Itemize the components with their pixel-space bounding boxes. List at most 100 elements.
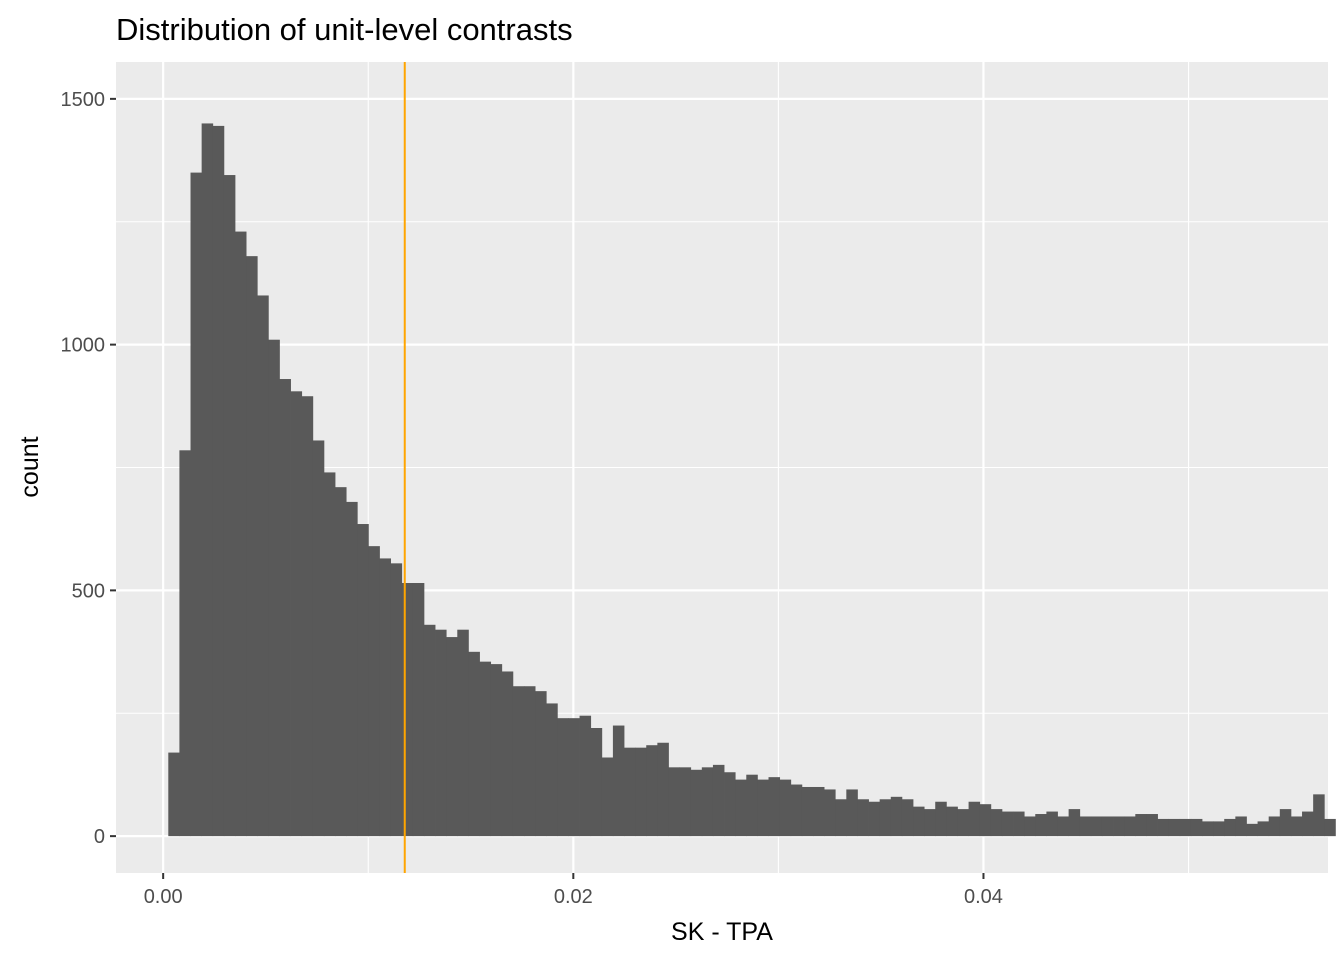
histogram-bar bbox=[312, 440, 325, 837]
histogram-bar bbox=[257, 295, 269, 837]
histogram-bar bbox=[368, 546, 380, 837]
histogram-bar bbox=[357, 524, 369, 837]
histogram-bar bbox=[523, 686, 536, 837]
histogram-bar bbox=[1168, 818, 1181, 837]
histogram-bar bbox=[935, 801, 947, 837]
histogram-bar bbox=[946, 806, 958, 837]
histogram-bar bbox=[335, 487, 347, 837]
histogram-bar bbox=[1157, 818, 1170, 837]
histogram-bar bbox=[1057, 816, 1070, 837]
histogram-bar bbox=[1213, 821, 1225, 837]
histogram-bar bbox=[1290, 816, 1303, 837]
histogram-bar bbox=[757, 779, 769, 837]
histogram-bar bbox=[435, 629, 447, 837]
histogram-bar bbox=[234, 231, 247, 837]
histogram-bar bbox=[468, 651, 480, 837]
histogram-bar bbox=[979, 804, 992, 837]
y-tick-label: 0 bbox=[94, 826, 105, 848]
histogram-bar bbox=[268, 339, 280, 837]
histogram-bar bbox=[1224, 818, 1236, 837]
histogram-bar bbox=[824, 789, 836, 837]
histogram-bar bbox=[657, 742, 669, 837]
histogram-bar bbox=[490, 664, 503, 837]
histogram-bar bbox=[1235, 816, 1247, 837]
histogram-bar bbox=[401, 583, 414, 837]
histogram-bar bbox=[890, 796, 903, 837]
y-tick-label: 1500 bbox=[61, 89, 106, 111]
histogram-bar bbox=[246, 256, 258, 837]
histogram-bar bbox=[423, 624, 436, 837]
histogram-bar bbox=[924, 809, 936, 837]
histogram-bar bbox=[1268, 816, 1281, 837]
histogram-bar bbox=[679, 767, 692, 837]
y-axis: 0 500 1000 1500 bbox=[61, 89, 116, 848]
histogram-bar bbox=[1279, 809, 1292, 837]
histogram-bar bbox=[290, 391, 303, 837]
x-tick-label: 0.02 bbox=[554, 886, 593, 908]
histogram-bar bbox=[323, 472, 336, 837]
histogram-bar bbox=[190, 172, 203, 837]
histogram-bar bbox=[779, 779, 792, 837]
histogram-bar bbox=[668, 767, 680, 837]
x-axis: 0.00 0.02 0.04 bbox=[144, 873, 1003, 908]
histogram-bar bbox=[768, 777, 781, 837]
histogram-bar bbox=[168, 752, 180, 837]
histogram-bar bbox=[568, 718, 580, 837]
histogram-bar bbox=[990, 809, 1003, 837]
histogram-bar bbox=[1257, 821, 1270, 837]
histogram-bar bbox=[812, 786, 825, 837]
histogram-bar bbox=[1001, 811, 1014, 837]
histogram-bar bbox=[646, 745, 658, 837]
histogram-bar bbox=[590, 728, 603, 837]
histogram-bar bbox=[1135, 814, 1147, 837]
histogram-bar bbox=[746, 774, 758, 837]
histogram-bar bbox=[201, 123, 214, 837]
histogram-bar bbox=[301, 396, 314, 837]
histogram-bar bbox=[601, 757, 614, 837]
histogram-bar bbox=[690, 769, 703, 837]
histogram-bar bbox=[1146, 814, 1158, 837]
histogram-bar bbox=[957, 809, 969, 837]
histogram-bar bbox=[790, 784, 803, 837]
x-tick-label: 0.04 bbox=[964, 886, 1003, 908]
histogram-bar bbox=[1246, 823, 1258, 837]
histogram-bar bbox=[212, 125, 225, 837]
histogram-bar bbox=[1079, 816, 1092, 837]
histogram-bar bbox=[735, 779, 747, 837]
histogram-bar bbox=[546, 703, 558, 837]
histogram-bar bbox=[412, 583, 425, 837]
histogram-bar bbox=[1068, 809, 1081, 837]
histogram-bar bbox=[879, 799, 892, 837]
histogram-bar bbox=[557, 718, 569, 837]
histogram-bar bbox=[1313, 794, 1325, 837]
histogram-bar bbox=[1013, 811, 1025, 837]
histogram-bar bbox=[901, 799, 914, 837]
histogram-bar bbox=[1124, 816, 1136, 837]
histogram-bar bbox=[1035, 814, 1047, 837]
histogram-bar bbox=[1324, 818, 1336, 837]
histogram-bar bbox=[179, 450, 191, 837]
y-tick-label: 500 bbox=[72, 580, 105, 602]
histogram-bar bbox=[846, 789, 858, 837]
histogram-bar bbox=[801, 786, 814, 837]
histogram-bar bbox=[446, 637, 458, 837]
histogram-bar bbox=[857, 799, 869, 837]
x-tick-label: 0.00 bbox=[144, 886, 183, 908]
y-axis-title: count bbox=[16, 436, 44, 497]
histogram-bar bbox=[512, 686, 525, 837]
histogram-bar bbox=[457, 629, 469, 837]
histogram-bar bbox=[1046, 811, 1058, 837]
histogram-bar bbox=[1090, 816, 1103, 837]
histogram-bar bbox=[1113, 816, 1125, 837]
histogram-bar bbox=[1101, 816, 1114, 837]
histogram-bars bbox=[168, 123, 1336, 837]
histogram-bar bbox=[701, 767, 714, 837]
histogram-bar bbox=[913, 806, 925, 837]
histogram-bar bbox=[624, 747, 636, 837]
histogram-bar bbox=[579, 715, 592, 837]
histogram-bar bbox=[223, 175, 236, 837]
histogram-bar bbox=[724, 772, 736, 837]
histogram-bar bbox=[868, 801, 881, 837]
histogram-bar bbox=[501, 671, 514, 837]
